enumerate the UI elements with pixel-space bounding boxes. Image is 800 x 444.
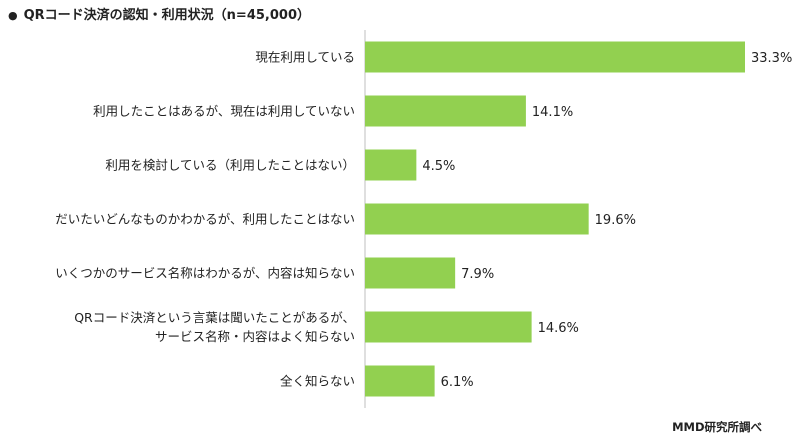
- source-credit: MMD研究所調べ: [672, 420, 762, 434]
- chart-title: ● QRコード決済の認知・利用状況（n=45,000）: [8, 6, 310, 26]
- bar-6: [365, 365, 435, 397]
- category-label-line: いくつかのサービス名称はわかるが、内容は知らない: [55, 266, 355, 281]
- title-bullet-icon: ●: [8, 9, 18, 22]
- value-label-2: 4.5%: [422, 159, 455, 174]
- category-label-line: だいたいどんなものかわかるが、利用したことはない: [55, 212, 355, 227]
- title-text: QRコード決済の認知・利用状況（n=45,000）: [23, 8, 310, 23]
- bar-1: [365, 95, 526, 127]
- category-label-6: 全く知らない: [280, 374, 355, 389]
- category-label-3: だいたいどんなものかわかるが、利用したことはない: [55, 212, 355, 227]
- category-label-1: 利用したことはあるが、現在は利用していない: [93, 104, 355, 119]
- category-label-4: いくつかのサービス名称はわかるが、内容は知らない: [55, 266, 355, 281]
- category-label-line: 利用したことはあるが、現在は利用していない: [93, 104, 355, 119]
- category-label-line: QRコード決済という言葉は聞いたことがあるが、: [74, 310, 355, 325]
- category-label-0: 現在利用している: [255, 50, 355, 65]
- bar-3: [365, 203, 589, 235]
- category-label-2: 利用を検討している（利用したことはない）: [105, 158, 355, 173]
- category-label-5: QRコード決済という言葉は聞いたことがあるが、サービス名称・内容はよく知らない: [74, 310, 355, 344]
- value-label-5: 14.6%: [538, 321, 579, 336]
- bar-2: [365, 149, 417, 181]
- value-label-6: 6.1%: [441, 375, 474, 390]
- value-label-3: 19.6%: [595, 213, 636, 228]
- category-label-line: サービス名称・内容はよく知らない: [155, 329, 355, 344]
- value-label-4: 7.9%: [461, 267, 494, 282]
- category-label-line: 利用を検討している（利用したことはない）: [105, 158, 355, 173]
- bar-5: [365, 311, 532, 343]
- value-label-1: 14.1%: [532, 105, 573, 120]
- category-label-line: 現在利用している: [255, 50, 355, 65]
- value-label-0: 33.3%: [751, 51, 792, 66]
- category-label-line: 全く知らない: [280, 374, 355, 389]
- bar-4: [365, 257, 456, 289]
- bar-0: [365, 41, 745, 73]
